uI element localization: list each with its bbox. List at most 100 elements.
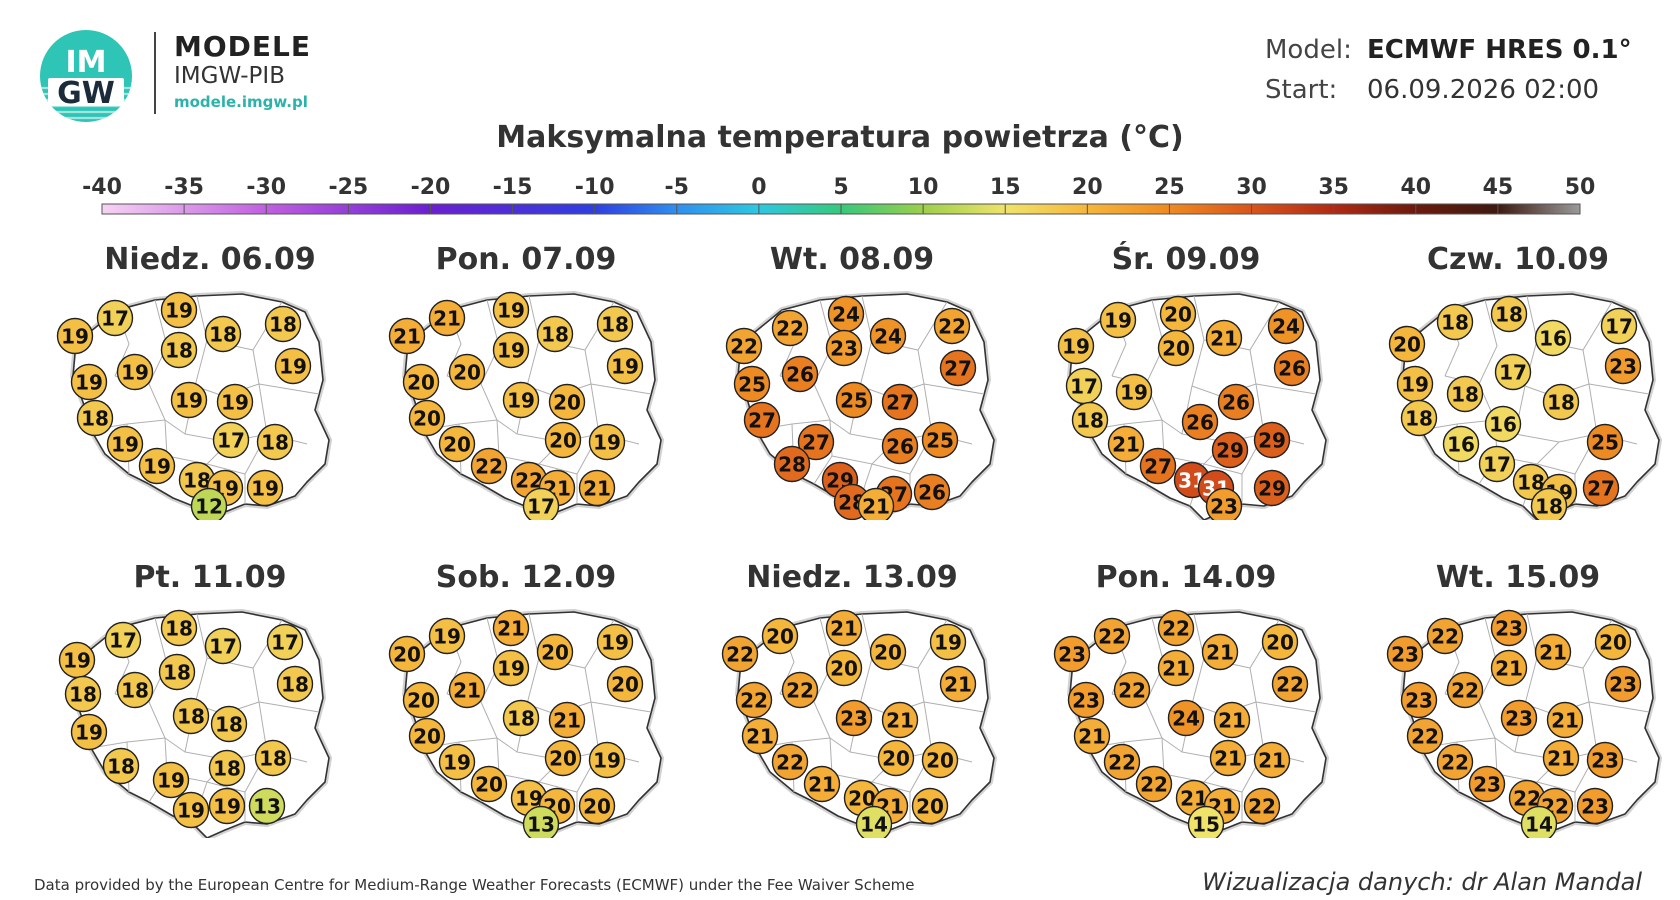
temperature-value: 17 (271, 631, 299, 655)
temperature-value: 21 (583, 477, 611, 501)
temperature-marker (1594, 623, 1632, 661)
temperature-value: 23 (1058, 643, 1086, 667)
temperature-value: 21 (1551, 709, 1579, 733)
temperature-value: 23 (1609, 355, 1637, 379)
temperature-value: 24 (832, 303, 860, 327)
temperature-marker (933, 307, 971, 345)
temperature-marker (771, 309, 809, 347)
visualization-credit: Wizualizacja danych: dr Alan Mandal (1202, 868, 1642, 896)
temperature-value: 29 (1258, 477, 1286, 501)
temperature-marker (1157, 649, 1195, 687)
temperature-marker (1500, 699, 1538, 737)
temperature-marker (1600, 307, 1638, 345)
temperature-marker (266, 623, 304, 661)
temperature-value: 21 (1078, 725, 1106, 749)
temperature-marker (158, 653, 196, 691)
temperature-marker (578, 469, 616, 507)
temperature-marker (56, 317, 94, 355)
temperature-value: 19 (601, 631, 629, 655)
temperature-value: 20 (1164, 303, 1192, 327)
temperature-value: 26 (786, 363, 814, 387)
temperature-value: 13 (253, 795, 281, 819)
temperature-marker (733, 365, 771, 403)
temperature-marker (544, 421, 582, 459)
region-border (148, 299, 168, 421)
temperature-value: 17 (1070, 375, 1098, 399)
temperature-marker (160, 609, 198, 647)
temperature-value: 23 (1072, 689, 1100, 713)
temperature-marker (1057, 327, 1095, 365)
temperature-value: 21 (1112, 433, 1140, 457)
temperature-value: 27 (1587, 477, 1615, 501)
temperature-marker (741, 717, 779, 755)
temperature-value: 21 (393, 325, 421, 349)
scale-tick-label: 35 (1318, 175, 1349, 200)
temperature-value: 22 (776, 751, 804, 775)
temperature-marker (70, 363, 108, 401)
temperature-value: 20 (583, 795, 611, 819)
temperature-marker (877, 739, 915, 777)
brand-url[interactable]: modele.imgw.pl (174, 93, 308, 111)
temperature-marker (116, 353, 154, 391)
temperature-value: 20 (549, 429, 577, 453)
temperature-value: 24 (874, 325, 902, 349)
temperature-value: 19 (157, 769, 185, 793)
temperature-value: 17 (527, 495, 555, 519)
temperature-value: 17 (217, 429, 245, 453)
day-label: Sob. 12.09 (435, 560, 617, 595)
temperature-marker (102, 747, 140, 785)
temperature-marker (1386, 635, 1424, 673)
temperature-value: 21 (746, 725, 774, 749)
temperature-value: 22 (1118, 679, 1146, 703)
start-value: 06.09.2026 02:00 (1367, 75, 1600, 105)
temperature-value: 18 (1441, 311, 1469, 335)
temperature-value: 23 (1405, 689, 1433, 713)
temperature-value: 27 (802, 431, 830, 455)
temperature-value: 23 (1581, 795, 1609, 819)
temperature-value: 19 (611, 355, 639, 379)
temperature-value: 18 (1547, 391, 1575, 415)
temperature-value: 18 (213, 757, 241, 781)
temperature-value: 21 (808, 773, 836, 797)
temperature-marker (1209, 739, 1247, 777)
temperature-marker (246, 469, 284, 507)
temperature-value: 21 (1206, 641, 1234, 665)
temperature-marker (825, 609, 863, 647)
region-border (1478, 299, 1498, 421)
temperature-value: 20 (1393, 333, 1421, 357)
region-border (813, 299, 833, 421)
temperature-marker (492, 331, 530, 369)
temperature-value: 15 (1192, 813, 1220, 837)
temperature-marker (1442, 425, 1480, 463)
temperature-value: 19 (1401, 373, 1429, 397)
temperature-marker (725, 327, 763, 365)
temperature-value: 20 (916, 795, 944, 819)
scale-tick-label: -30 (246, 175, 286, 200)
temperature-marker (536, 633, 574, 671)
temperature-marker (781, 355, 819, 393)
temperature-value: 21 (1218, 709, 1246, 733)
region-border (1145, 299, 1165, 421)
temperature-marker (1388, 325, 1426, 363)
temperature-marker (1426, 617, 1464, 655)
brand-subtitle: IMGW-PIB (174, 63, 285, 89)
temperature-marker (212, 421, 250, 459)
day-map: 20181816171917231818181616251718192718 (1388, 291, 1662, 520)
temperature-value: 25 (840, 389, 868, 413)
temperature-value: 19 (111, 433, 139, 457)
temperature-value: 17 (209, 635, 237, 659)
temperature-value: 19 (61, 325, 89, 349)
temperature-value: 18 (259, 747, 287, 771)
temperature-value: 18 (1535, 495, 1563, 519)
scale-tick-label: -35 (164, 175, 204, 200)
region-border (148, 617, 168, 739)
scale-tick-label: 10 (908, 175, 939, 200)
temperature-value: 20 (549, 747, 577, 771)
temperature-marker (64, 675, 102, 713)
temperature-value: 24 (1172, 707, 1200, 731)
